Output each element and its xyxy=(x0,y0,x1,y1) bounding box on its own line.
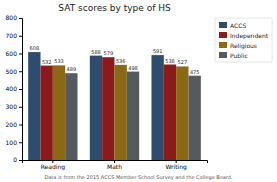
y-tick: 0 xyxy=(13,156,22,163)
bar xyxy=(127,72,139,160)
y-tick-label: 700 xyxy=(6,32,18,39)
y-tick-label: 400 xyxy=(6,85,18,92)
y-tick-mark xyxy=(19,107,22,108)
y-tick-mark xyxy=(19,89,22,90)
x-tick-label: Writing xyxy=(165,163,187,171)
data-label: 527 xyxy=(178,59,188,65)
bar xyxy=(65,73,77,160)
legend-label: Independent xyxy=(230,32,269,40)
bar xyxy=(152,55,164,160)
legend-item: Religious xyxy=(219,42,257,50)
legend-item: Public xyxy=(219,52,248,59)
title: SAT scores by type of HS xyxy=(58,3,171,13)
x-tick-label: Math xyxy=(107,163,122,170)
bar xyxy=(189,76,201,160)
y-tick-mark xyxy=(19,71,22,72)
data-label: 538 xyxy=(165,58,175,64)
y-tick-mark xyxy=(19,36,22,37)
y-tick-label: 100 xyxy=(6,139,18,146)
y-tick: 800 xyxy=(6,14,22,21)
bar xyxy=(90,56,102,160)
bar xyxy=(164,65,176,160)
bar xyxy=(53,65,65,160)
legend-frame xyxy=(215,18,272,62)
y-tick: 200 xyxy=(6,121,22,128)
y-tick-label: 200 xyxy=(6,121,18,128)
y-tick-label: 800 xyxy=(6,14,18,21)
x-axis: Reading Math Writing xyxy=(23,160,208,171)
data-label: 591 xyxy=(153,48,163,54)
legend-item: ACCS xyxy=(219,22,246,29)
data-label: 536 xyxy=(116,58,126,64)
plot-area: 608 588 591 532 579 538 533 536 527 489 498 475 0 100… xyxy=(6,14,208,171)
data-labels: 608 588 591 532 579 538 533 536 527 489 498 475 xyxy=(30,45,200,75)
legend-swatch xyxy=(219,32,227,38)
bar xyxy=(41,66,53,160)
y-tick-mark xyxy=(19,54,22,55)
legend-swatch xyxy=(219,42,227,48)
y-tick: 700 xyxy=(6,32,22,39)
legend: ACCS Independent Religious Public xyxy=(215,18,272,62)
y-axis-line xyxy=(19,19,23,161)
y-tick: 500 xyxy=(6,68,22,75)
y-tick: 300 xyxy=(6,103,22,110)
data-label: 532 xyxy=(42,59,52,65)
legend-item: Independent xyxy=(219,32,269,40)
legend-label: Religious xyxy=(230,42,257,50)
data-label: 475 xyxy=(190,69,200,75)
y-tick-mark xyxy=(19,160,22,161)
bar xyxy=(115,65,127,160)
data-label: 588 xyxy=(91,49,101,55)
data-label: 608 xyxy=(30,45,40,51)
y-tick: 600 xyxy=(6,50,22,57)
y-tick-label: 300 xyxy=(6,103,18,110)
bars xyxy=(28,52,201,160)
legend-label: Public xyxy=(230,52,248,59)
x-tick: Math xyxy=(107,160,122,170)
y-tick-label: 0 xyxy=(13,156,17,163)
y-tick: 100 xyxy=(6,139,22,146)
legend-swatch xyxy=(219,22,227,28)
chart: 608 588 591 532 579 538 533 536 527 489 498 475 0 100… xyxy=(0,0,277,182)
x-tick-label: Reading xyxy=(41,163,66,171)
bar xyxy=(102,57,114,160)
y-axis: 0 100 200 300 400 500 600 700 800 xyxy=(6,14,23,163)
footer: Data is from the 2015 ACCS Member School… xyxy=(44,174,233,181)
data-label: 533 xyxy=(54,58,64,64)
data-label: 489 xyxy=(67,66,77,72)
x-tick: Writing xyxy=(165,160,187,171)
x-tick: Reading xyxy=(41,160,66,171)
y-tick: 400 xyxy=(6,85,22,92)
y-tick-mark xyxy=(19,125,22,126)
bar xyxy=(176,66,188,160)
legend-label: ACCS xyxy=(230,22,246,29)
data-label: 498 xyxy=(128,65,138,71)
y-tick-mark xyxy=(19,142,22,143)
data-label: 579 xyxy=(104,50,114,56)
legend-swatch xyxy=(219,52,227,58)
bar xyxy=(28,52,40,160)
y-tick-mark xyxy=(19,18,22,19)
y-tick-label: 500 xyxy=(6,68,18,75)
y-tick-label: 600 xyxy=(6,50,18,57)
